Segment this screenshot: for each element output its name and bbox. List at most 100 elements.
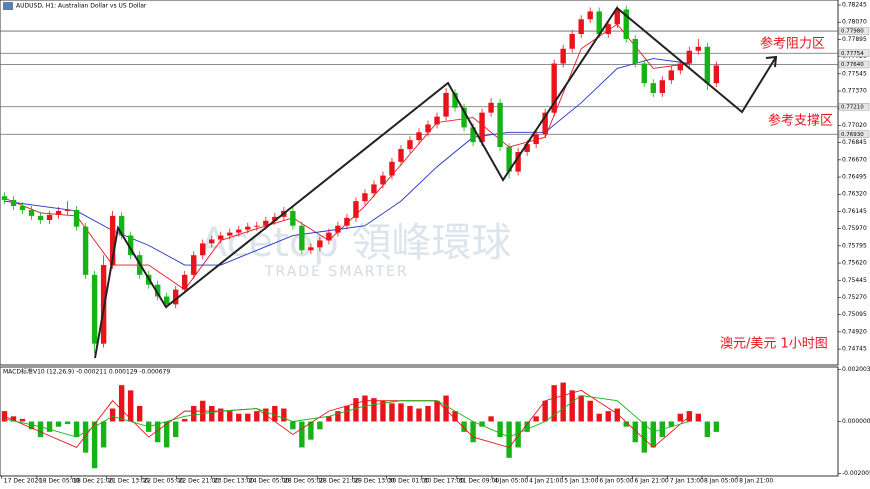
macd-bar (281, 408, 287, 422)
candle-body (686, 50, 693, 64)
x-tick-label: 6 Jan 05:00 (599, 478, 633, 485)
macd-bar (218, 408, 224, 422)
y-tick-label: 0.75445 (842, 277, 867, 284)
candle-body (218, 235, 224, 240)
macd-bar (578, 395, 584, 422)
candle-body (353, 201, 359, 218)
x-tick-label: 18 Dec 05:00 (39, 478, 80, 485)
macd-bar (290, 421, 296, 430)
macd-bar (488, 416, 494, 422)
level-label: 0.77640 (841, 62, 864, 68)
watermark-sub: TRADE SMARTER (264, 264, 409, 280)
candle-body (515, 151, 521, 172)
candle-body (479, 112, 485, 143)
candle-body (28, 209, 35, 216)
candle-body (118, 215, 125, 236)
macd-bar (19, 418, 26, 422)
candle-body (19, 206, 26, 210)
x-tick-label: 18 Dec 21:00 (73, 478, 114, 485)
macd-tick-label: -0.002005 (842, 470, 870, 477)
y-tick-label: 0.76845 (842, 139, 867, 146)
arrow-head (765, 55, 778, 68)
candle-body (614, 9, 620, 25)
candle-body (82, 226, 89, 275)
candle-body (632, 38, 638, 64)
x-tick-label: 23 Dec 13:00 (214, 478, 255, 485)
candle-body (335, 225, 341, 233)
macd-bar (317, 421, 323, 430)
candle-body (650, 83, 656, 93)
macd-bar (362, 395, 368, 422)
symbol-icon (3, 2, 13, 10)
x-tick-label: 5 Jan 13:00 (564, 478, 598, 485)
level-label: 0.77210 (841, 104, 864, 110)
macd-bar (497, 421, 503, 438)
macd-bar (182, 418, 188, 422)
candle-body (1, 196, 8, 200)
candle-body (10, 199, 17, 207)
candle-body (524, 144, 530, 152)
y-tick-label: 0.75795 (842, 242, 867, 249)
macd-bar (209, 405, 215, 422)
macd-bar (236, 413, 242, 422)
macd-bar (677, 413, 684, 422)
candle-body (362, 193, 368, 202)
candle-body (191, 255, 197, 275)
candle-body (308, 247, 314, 251)
x-tick-label: 8 Jan 21:00 (739, 478, 773, 485)
macd-bar (569, 390, 575, 422)
candle-body (578, 19, 584, 35)
macd-bar (587, 400, 593, 422)
level-tag (838, 27, 870, 35)
macd-bar (389, 403, 395, 422)
candle-body (461, 107, 467, 128)
macd-bar (227, 411, 233, 422)
candle-body (55, 210, 62, 215)
macd-bar (506, 421, 512, 458)
macd-bar (479, 421, 485, 427)
candle-body (254, 225, 260, 227)
trend-arrow (94, 6, 777, 359)
macd-bar (524, 421, 530, 432)
macd-bar (641, 421, 647, 453)
y-tick-label: 0.74920 (842, 328, 867, 335)
macd-bar (515, 421, 521, 448)
candle-body (344, 217, 350, 226)
macd-bar (398, 403, 404, 422)
y-tick-label: 0.76145 (842, 208, 867, 215)
level-tag (838, 130, 870, 138)
x-tick-label: 24 Dec 05:00 (249, 478, 290, 485)
y-tick-label: 0.77370 (842, 88, 867, 95)
x-tick-label: 30 Dec 17:00 (424, 478, 465, 485)
candle-body (587, 11, 593, 20)
candle-body (263, 220, 269, 226)
candle-body (37, 215, 44, 221)
candle-body (290, 210, 296, 226)
macd-bar (533, 416, 539, 422)
macd-bar (37, 421, 44, 438)
macd-bar (623, 421, 629, 427)
x-tick-label: 22 Dec 05:00 (143, 478, 184, 485)
macd-bar (55, 421, 62, 427)
macd-bar (461, 421, 467, 432)
candle-body (443, 92, 449, 117)
candle-body (227, 232, 233, 236)
macd-line (4, 389, 690, 449)
candle-body (659, 80, 665, 93)
y-tick-label: 0.75095 (842, 311, 867, 318)
candle-body (551, 63, 557, 113)
candle-body (668, 70, 675, 81)
candle-body (596, 11, 602, 35)
candle-body (677, 63, 684, 71)
candle-body (380, 175, 386, 185)
macd-bar (299, 421, 305, 448)
candle-body (497, 102, 503, 148)
macd-bar (10, 416, 17, 422)
candle-body (299, 225, 305, 251)
macd-bar (713, 421, 720, 432)
y-tick-label: 0.78070 (842, 19, 867, 26)
macd-bar (91, 421, 98, 469)
macd-tick-label: 0.000000 (842, 418, 870, 425)
candle-body (542, 112, 548, 135)
